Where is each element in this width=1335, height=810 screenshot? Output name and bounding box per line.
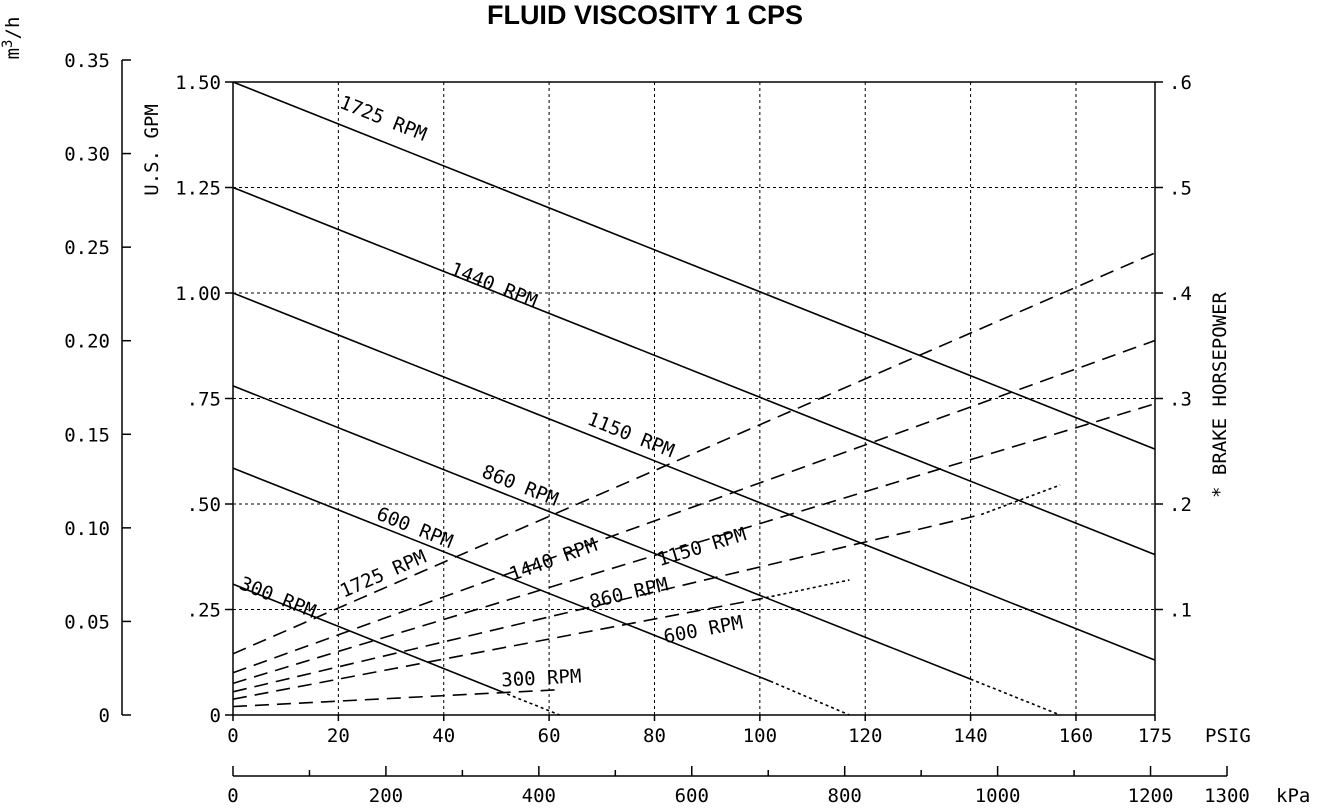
y-tick-label: .50 <box>187 494 221 516</box>
flow-line <box>232 292 1156 661</box>
curve-label: 600 RPM <box>662 612 745 649</box>
horsepower-line-extension <box>980 484 1061 516</box>
outer-y-tick-label: 0.35 <box>64 50 110 72</box>
curve-label: 1440 RPM <box>506 534 600 586</box>
x-tick-label: 120 <box>848 725 882 747</box>
outer-y-tick-label: 0.20 <box>64 331 110 353</box>
y2-tick-label: .4 <box>1169 283 1192 305</box>
kpa-tick-label: 200 <box>369 785 403 807</box>
kpa-tick-label: 400 <box>522 785 556 807</box>
curve-label: 1725 RPM <box>337 92 430 146</box>
horsepower-line <box>232 688 560 708</box>
x-tick-label: 140 <box>953 725 987 747</box>
chart-title: FLUID VISCOSITY 1 CPS <box>487 0 803 30</box>
outer-y-tick-label: 0.25 <box>64 237 110 259</box>
x-axis-label: PSIG <box>1205 725 1251 747</box>
outer-y-tick-label: 0 <box>99 705 110 727</box>
kpa-tick-label: 1000 <box>975 785 1021 807</box>
flow-line <box>232 467 771 682</box>
y-tick-label: 1.00 <box>175 283 221 305</box>
outer-y-tick-label: 0.15 <box>64 424 110 446</box>
kpa-tick-label: 800 <box>828 785 862 807</box>
x-tick-label: 40 <box>432 725 455 747</box>
curve-label: 300 RPM <box>236 573 319 623</box>
horsepower-line-extension <box>759 579 850 600</box>
kpa-tick-label: 1300 <box>1204 785 1250 807</box>
outer-y-tick-label: 0.10 <box>64 518 110 540</box>
x-tick-label: 0 <box>227 725 238 747</box>
y-tick-label: 0 <box>210 705 221 727</box>
x-tick-label: 20 <box>327 725 350 747</box>
y-tick-label: .75 <box>187 389 221 411</box>
flow-line-extension <box>970 678 1061 716</box>
outer-y-tick-label: 0.30 <box>64 144 110 166</box>
outer-y-axis-label: m3/h <box>0 17 24 60</box>
flow-line-extension <box>770 680 850 716</box>
y2-tick-label: .2 <box>1169 494 1192 516</box>
x-tick-label: 80 <box>643 725 666 747</box>
curve-label: 1440 RPM <box>447 258 540 312</box>
kpa-axis-label: kPa <box>1276 785 1310 807</box>
y-tick-label: 1.50 <box>175 72 221 94</box>
y2-tick-label: .6 <box>1169 72 1192 94</box>
grid-lines <box>233 82 1155 715</box>
y-tick-label: .25 <box>187 600 221 622</box>
y-axis-label: U.S. GPM <box>141 104 163 196</box>
flow-line <box>232 385 971 680</box>
flow-line <box>232 583 502 693</box>
horsepower-line <box>232 252 1156 655</box>
horsepower-line <box>232 339 1156 674</box>
horsepower-line <box>232 513 982 693</box>
outer-y-tick-label: 0.05 <box>64 611 110 633</box>
x-tick-label: 60 <box>538 725 561 747</box>
x-tick-label: 175 <box>1138 725 1172 747</box>
y2-axis-label: * BRAKE HORSEPOWER <box>1209 291 1231 497</box>
curve-label: 1150 RPM <box>584 408 677 462</box>
x-tick-label: 160 <box>1059 725 1093 747</box>
series-lines <box>232 81 1156 716</box>
curve-label: 300 RPM <box>501 665 582 691</box>
y2-tick-label: .1 <box>1169 600 1192 622</box>
flow-line <box>232 186 1156 556</box>
y-tick-label: 1.25 <box>175 178 221 200</box>
curve-label: 860 RPM <box>587 573 670 613</box>
kpa-tick-label: 600 <box>675 785 709 807</box>
y2-tick-label: .3 <box>1169 389 1192 411</box>
kpa-tick-label: 1200 <box>1128 785 1174 807</box>
curve-label: 1150 RPM <box>655 523 749 571</box>
horsepower-line <box>232 598 761 700</box>
x-tick-label: 100 <box>743 725 777 747</box>
kpa-tick-label: 0 <box>227 785 238 807</box>
horsepower-line <box>232 403 1156 685</box>
y2-tick-label: .5 <box>1169 178 1192 200</box>
flow-line-extension <box>501 691 560 716</box>
axes: 0.25.50.751.001.251.50U.S. GPM.1.2.3.4.5… <box>0 17 1310 807</box>
flow-line <box>232 81 1156 450</box>
